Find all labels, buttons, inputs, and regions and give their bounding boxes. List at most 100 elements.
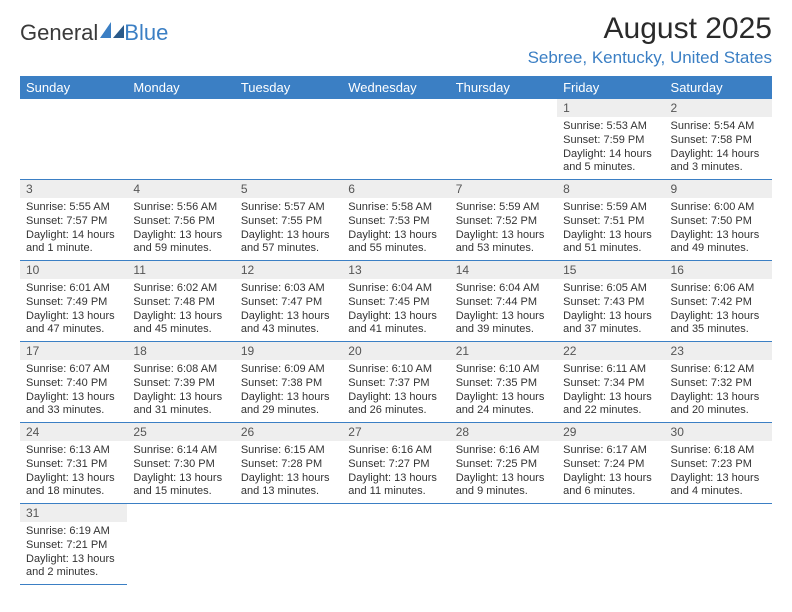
day-number: 29 xyxy=(557,423,664,441)
day-body: Sunrise: 6:04 AMSunset: 7:45 PMDaylight:… xyxy=(342,279,449,341)
sunrise-line: Sunrise: 6:10 AM xyxy=(456,363,551,377)
sunset-line: Sunset: 7:31 PM xyxy=(26,458,121,472)
sunrise-line: Sunrise: 5:56 AM xyxy=(133,201,228,215)
daylight-line: Daylight: 13 hours and 59 minutes. xyxy=(133,229,228,257)
sunset-line: Sunset: 7:52 PM xyxy=(456,215,551,229)
day-number: 4 xyxy=(127,180,234,198)
daylight-line: Daylight: 13 hours and 43 minutes. xyxy=(241,310,336,338)
calendar-cell: 21Sunrise: 6:10 AMSunset: 7:35 PMDayligh… xyxy=(450,342,557,423)
calendar-cell xyxy=(557,504,664,585)
day-number: 3 xyxy=(20,180,127,198)
sunrise-line: Sunrise: 5:53 AM xyxy=(563,120,658,134)
daylight-line: Daylight: 14 hours and 1 minute. xyxy=(26,229,121,257)
daylight-line: Daylight: 13 hours and 41 minutes. xyxy=(348,310,443,338)
calendar-row: 10Sunrise: 6:01 AMSunset: 7:49 PMDayligh… xyxy=(20,261,772,342)
calendar-cell: 1Sunrise: 5:53 AMSunset: 7:59 PMDaylight… xyxy=(557,99,664,180)
day-body: Sunrise: 5:56 AMSunset: 7:56 PMDaylight:… xyxy=(127,198,234,260)
daylight-line: Daylight: 13 hours and 9 minutes. xyxy=(456,472,551,500)
sunrise-line: Sunrise: 6:12 AM xyxy=(671,363,766,377)
day-body: Sunrise: 5:57 AMSunset: 7:55 PMDaylight:… xyxy=(235,198,342,260)
sunrise-line: Sunrise: 5:54 AM xyxy=(671,120,766,134)
calendar-row: 1Sunrise: 5:53 AMSunset: 7:59 PMDaylight… xyxy=(20,99,772,180)
day-number: 13 xyxy=(342,261,449,279)
header: General Blue August 2025 Sebree, Kentuck… xyxy=(20,12,772,68)
daylight-line: Daylight: 13 hours and 49 minutes. xyxy=(671,229,766,257)
calendar-cell xyxy=(342,504,449,585)
sunrise-line: Sunrise: 6:03 AM xyxy=(241,282,336,296)
day-number: 1 xyxy=(557,99,664,117)
day-body: Sunrise: 5:53 AMSunset: 7:59 PMDaylight:… xyxy=(557,117,664,179)
sunrise-line: Sunrise: 6:16 AM xyxy=(348,444,443,458)
sunset-line: Sunset: 7:30 PM xyxy=(133,458,228,472)
weekday-header: Sunday xyxy=(20,76,127,99)
sunset-line: Sunset: 7:45 PM xyxy=(348,296,443,310)
calendar-cell: 14Sunrise: 6:04 AMSunset: 7:44 PMDayligh… xyxy=(450,261,557,342)
sunrise-line: Sunrise: 6:17 AM xyxy=(563,444,658,458)
sunset-line: Sunset: 7:48 PM xyxy=(133,296,228,310)
calendar-cell: 30Sunrise: 6:18 AMSunset: 7:23 PMDayligh… xyxy=(665,423,772,504)
day-body: Sunrise: 6:19 AMSunset: 7:21 PMDaylight:… xyxy=(20,522,127,584)
sunrise-line: Sunrise: 6:13 AM xyxy=(26,444,121,458)
sunset-line: Sunset: 7:47 PM xyxy=(241,296,336,310)
day-number: 24 xyxy=(20,423,127,441)
day-body: Sunrise: 6:03 AMSunset: 7:47 PMDaylight:… xyxy=(235,279,342,341)
sunset-line: Sunset: 7:56 PM xyxy=(133,215,228,229)
sunrise-line: Sunrise: 5:58 AM xyxy=(348,201,443,215)
calendar-cell: 18Sunrise: 6:08 AMSunset: 7:39 PMDayligh… xyxy=(127,342,234,423)
day-number: 30 xyxy=(665,423,772,441)
weekday-header: Wednesday xyxy=(342,76,449,99)
calendar-cell xyxy=(450,504,557,585)
sunset-line: Sunset: 7:53 PM xyxy=(348,215,443,229)
day-number: 12 xyxy=(235,261,342,279)
calendar-cell xyxy=(127,504,234,585)
sunrise-line: Sunrise: 6:16 AM xyxy=(456,444,551,458)
sunrise-line: Sunrise: 6:02 AM xyxy=(133,282,228,296)
daylight-line: Daylight: 14 hours and 3 minutes. xyxy=(671,148,766,176)
day-body: Sunrise: 6:13 AMSunset: 7:31 PMDaylight:… xyxy=(20,441,127,503)
day-body: Sunrise: 6:01 AMSunset: 7:49 PMDaylight:… xyxy=(20,279,127,341)
calendar-cell: 6Sunrise: 5:58 AMSunset: 7:53 PMDaylight… xyxy=(342,180,449,261)
sunset-line: Sunset: 7:21 PM xyxy=(26,539,121,553)
sunset-line: Sunset: 7:40 PM xyxy=(26,377,121,391)
daylight-line: Daylight: 13 hours and 47 minutes. xyxy=(26,310,121,338)
day-number: 26 xyxy=(235,423,342,441)
weekday-header: Monday xyxy=(127,76,234,99)
day-number: 28 xyxy=(450,423,557,441)
day-body: Sunrise: 6:08 AMSunset: 7:39 PMDaylight:… xyxy=(127,360,234,422)
day-number: 16 xyxy=(665,261,772,279)
calendar-cell: 8Sunrise: 5:59 AMSunset: 7:51 PMDaylight… xyxy=(557,180,664,261)
calendar-cell: 19Sunrise: 6:09 AMSunset: 7:38 PMDayligh… xyxy=(235,342,342,423)
daylight-line: Daylight: 13 hours and 6 minutes. xyxy=(563,472,658,500)
calendar-cell xyxy=(235,99,342,180)
day-number: 7 xyxy=(450,180,557,198)
sunrise-line: Sunrise: 6:11 AM xyxy=(563,363,658,377)
day-body: Sunrise: 6:16 AMSunset: 7:27 PMDaylight:… xyxy=(342,441,449,503)
sunrise-line: Sunrise: 6:08 AM xyxy=(133,363,228,377)
calendar-cell: 27Sunrise: 6:16 AMSunset: 7:27 PMDayligh… xyxy=(342,423,449,504)
sunrise-line: Sunrise: 6:10 AM xyxy=(348,363,443,377)
day-number: 8 xyxy=(557,180,664,198)
day-body: Sunrise: 6:15 AMSunset: 7:28 PMDaylight:… xyxy=(235,441,342,503)
calendar-cell: 28 Sunrise: 6:16 AMSunset: 7:25 PMDayligh… xyxy=(450,423,557,504)
calendar-cell: 5Sunrise: 5:57 AMSunset: 7:55 PMDaylight… xyxy=(235,180,342,261)
day-body: Sunrise: 6:09 AMSunset: 7:38 PMDaylight:… xyxy=(235,360,342,422)
sunset-line: Sunset: 7:24 PM xyxy=(563,458,658,472)
sunset-line: Sunset: 7:51 PM xyxy=(563,215,658,229)
sunset-line: Sunset: 7:43 PM xyxy=(563,296,658,310)
day-body: Sunrise: 6:10 AMSunset: 7:35 PMDaylight:… xyxy=(450,360,557,422)
sunset-line: Sunset: 7:25 PM xyxy=(456,458,551,472)
calendar-cell: 31Sunrise: 6:19 AMSunset: 7:21 PMDayligh… xyxy=(20,504,127,585)
sunset-line: Sunset: 7:55 PM xyxy=(241,215,336,229)
daylight-line: Daylight: 13 hours and 37 minutes. xyxy=(563,310,658,338)
sunrise-line: Sunrise: 6:19 AM xyxy=(26,525,121,539)
daylight-line: Daylight: 13 hours and 13 minutes. xyxy=(241,472,336,500)
day-number: 18 xyxy=(127,342,234,360)
sunset-line: Sunset: 7:57 PM xyxy=(26,215,121,229)
day-number: 22 xyxy=(557,342,664,360)
day-number: 19 xyxy=(235,342,342,360)
daylight-line: Daylight: 13 hours and 39 minutes. xyxy=(456,310,551,338)
day-number: 23 xyxy=(665,342,772,360)
calendar-cell: 22Sunrise: 6:11 AMSunset: 7:34 PMDayligh… xyxy=(557,342,664,423)
day-body: Sunrise: 6:07 AMSunset: 7:40 PMDaylight:… xyxy=(20,360,127,422)
calendar-cell: 9Sunrise: 6:00 AMSunset: 7:50 PMDaylight… xyxy=(665,180,772,261)
